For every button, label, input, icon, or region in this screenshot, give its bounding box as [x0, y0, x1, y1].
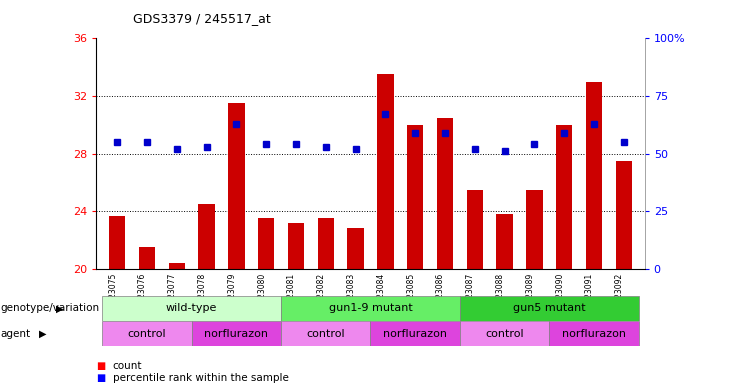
Bar [460, 321, 549, 346]
Bar [377, 74, 393, 269]
Bar [281, 321, 370, 346]
Text: gun5 mutant: gun5 mutant [513, 303, 585, 313]
Text: GSM323089: GSM323089 [525, 273, 534, 319]
Bar [139, 247, 155, 269]
Text: GSM323075: GSM323075 [108, 273, 117, 319]
Text: GSM323081: GSM323081 [287, 273, 296, 319]
Text: GSM323077: GSM323077 [167, 273, 177, 319]
Text: genotype/variation: genotype/variation [1, 303, 100, 313]
Text: GSM323091: GSM323091 [585, 273, 594, 319]
Bar [102, 321, 192, 346]
Bar [102, 296, 281, 321]
Text: GSM323082: GSM323082 [317, 273, 326, 319]
Text: control: control [127, 329, 166, 339]
Bar [348, 228, 364, 269]
Text: GSM323090: GSM323090 [555, 273, 564, 319]
Text: GSM323088: GSM323088 [496, 273, 505, 319]
Bar [199, 204, 215, 269]
Text: norflurazon: norflurazon [562, 329, 626, 339]
Text: GSM323092: GSM323092 [615, 273, 624, 319]
Bar [526, 190, 542, 269]
Text: GDS3379 / 245517_at: GDS3379 / 245517_at [133, 12, 271, 25]
Text: GSM323086: GSM323086 [436, 273, 445, 319]
Text: percentile rank within the sample: percentile rank within the sample [113, 373, 288, 383]
Bar [407, 125, 423, 269]
Text: control: control [485, 329, 524, 339]
Bar [436, 118, 453, 269]
Text: control: control [307, 329, 345, 339]
Text: GSM323076: GSM323076 [138, 273, 147, 319]
Bar [192, 321, 281, 346]
Bar [370, 321, 460, 346]
Text: ▶: ▶ [39, 329, 47, 339]
Text: ■: ■ [96, 373, 105, 383]
Bar [556, 125, 572, 269]
Text: wild-type: wild-type [166, 303, 217, 313]
Text: ■: ■ [96, 361, 105, 371]
Bar [616, 161, 632, 269]
Text: GSM323078: GSM323078 [198, 273, 207, 319]
Bar [460, 296, 639, 321]
Text: gun1-9 mutant: gun1-9 mutant [328, 303, 413, 313]
Text: GSM323080: GSM323080 [257, 273, 266, 319]
Text: norflurazon: norflurazon [205, 329, 268, 339]
Text: GSM323084: GSM323084 [376, 273, 385, 319]
Text: ▶: ▶ [56, 303, 63, 313]
Text: GSM323083: GSM323083 [347, 273, 356, 319]
Bar [318, 218, 334, 269]
Bar [586, 82, 602, 269]
Bar [109, 215, 125, 269]
Bar [496, 214, 513, 269]
Bar [228, 103, 245, 269]
Text: GSM323087: GSM323087 [466, 273, 475, 319]
Text: norflurazon: norflurazon [383, 329, 448, 339]
Text: GSM323079: GSM323079 [227, 273, 236, 319]
Text: GSM323085: GSM323085 [406, 273, 415, 319]
Bar [549, 321, 639, 346]
Bar [467, 190, 483, 269]
Bar [258, 218, 274, 269]
Text: count: count [113, 361, 142, 371]
Text: agent: agent [1, 329, 31, 339]
Bar [281, 296, 460, 321]
Bar [288, 223, 305, 269]
Bar [169, 263, 185, 269]
